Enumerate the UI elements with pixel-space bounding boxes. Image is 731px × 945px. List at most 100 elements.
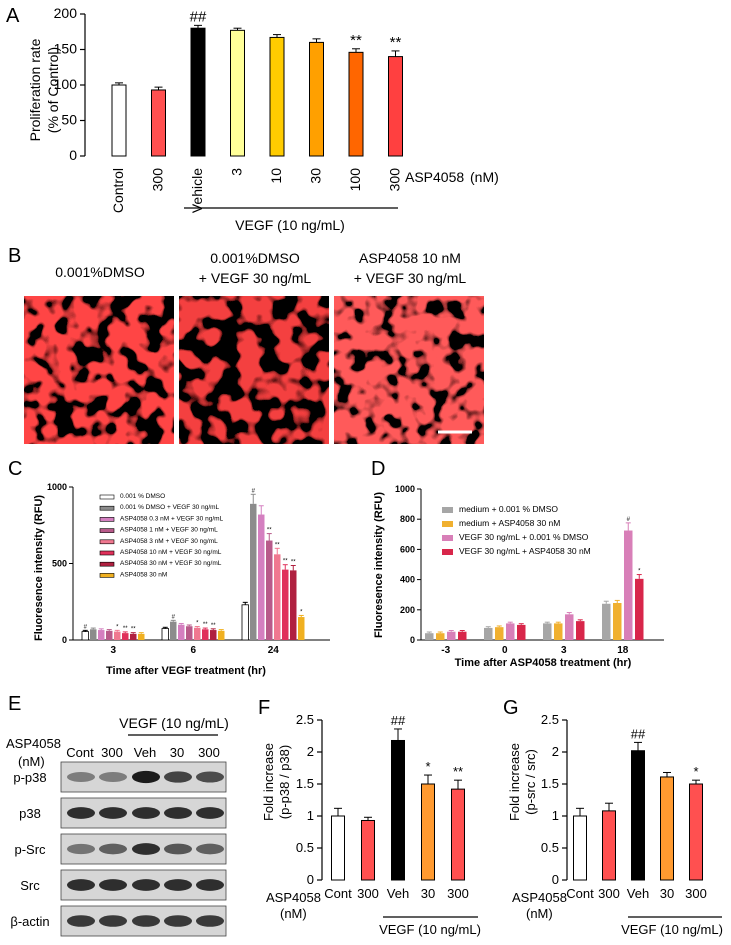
panel-d-bars: -3 0 3 # * 18 (425, 517, 644, 656)
c-legend-label: ASP4058 30 nM (120, 571, 167, 578)
panel-a-compound-label: ASP4058 (405, 169, 464, 185)
e-band (67, 772, 95, 782)
a-significance-mark: ## (190, 8, 207, 25)
c-legend-label: 0.001 % DMSO (120, 493, 165, 500)
d-bar (543, 623, 552, 640)
c-bar (122, 633, 129, 640)
d-legend-label: medium + ASP4058 30 nM (459, 518, 560, 528)
panel-g-ylabel-line1: Fold increase (507, 743, 522, 821)
c-significance-mark: # (252, 488, 256, 494)
panel-f-ylabel-line1: Fold increase (261, 743, 276, 821)
d-bar (425, 633, 434, 640)
c-bar (218, 630, 225, 640)
d-legend-label: VEGF 30 ng/mL + ASP4058 30 nM (459, 546, 591, 556)
c-significance-mark: ** (267, 528, 272, 534)
panel-b-caption-3-line1: ASP4058 10 nM (359, 250, 461, 266)
e-band (164, 771, 192, 783)
c-significance-mark: ** (203, 622, 208, 628)
panel-a-group-label: VEGF (10 ng/mL) (235, 217, 345, 233)
micrograph-dmso (24, 296, 174, 444)
panel-c-bars: # * ** **3#* ** **6#****** ***24 (81, 488, 305, 656)
d-y-tick-label: 400 (400, 575, 415, 585)
c-legend-swatch (99, 505, 115, 511)
g-y-tick-label: 0.5 (541, 840, 559, 855)
a-y-tick-label: 200 (54, 5, 78, 21)
e-band (196, 771, 224, 783)
c-category-label: 6 (190, 645, 196, 656)
c-y-tick-label: 500 (52, 559, 67, 569)
panel-b-caption-2-line1: 0.001%DMSO (210, 250, 300, 266)
g-bar (689, 783, 703, 881)
e-lane-label: 300 (101, 745, 123, 760)
c-bar (90, 629, 97, 640)
a-bar (111, 84, 127, 157)
g-y-tick-label: 1.5 (541, 776, 559, 791)
panel-c-ylabel: Fluoresence intensity (RFU) (33, 495, 45, 641)
g-y-tick-label: 0 (552, 872, 559, 887)
e-band (99, 879, 127, 891)
e-band (196, 843, 224, 855)
e-band (196, 879, 224, 891)
e-row-label: p38 (19, 806, 41, 821)
g-significance-mark: ## (631, 726, 646, 741)
f-significance-mark: * (425, 759, 430, 774)
f-bar (451, 788, 465, 881)
c-legend-label: 0.001 % DMSO + VEGF 30 ng/mL (120, 504, 220, 511)
e-band (132, 807, 160, 819)
e-lane-label: Veh (134, 745, 156, 760)
c-significance-mark: ** (283, 559, 288, 565)
c-significance-mark: # (84, 624, 88, 630)
a-category-label: 100 (347, 168, 363, 192)
c-category-label: 24 (268, 645, 280, 656)
c-legend-swatch (99, 528, 115, 533)
a-category-label: Vehicle (189, 168, 205, 213)
a-significance-mark: ** (390, 34, 402, 51)
panel-e-lane-labels: Cont 300 Veh 30 300 (66, 745, 220, 760)
d-bar (554, 623, 563, 640)
c-legend-swatch (99, 494, 115, 500)
a-y-tick-label: 50 (61, 112, 77, 128)
d-bar (506, 623, 515, 640)
c-legend-label: ASP4058 3 nM + VEGF 30 ng/mL (120, 538, 218, 545)
c-significance-mark: ** (131, 627, 136, 633)
a-bar (151, 89, 166, 157)
e-band (196, 807, 224, 819)
a-y-tick-label: 150 (54, 41, 78, 57)
panel-f-unit-label: (nM) (280, 906, 307, 921)
c-significance-mark: ** (123, 626, 128, 632)
d-significance-mark: # (627, 517, 631, 523)
g-bar (660, 776, 674, 881)
c-bar (138, 633, 145, 640)
panel-letter-d: D (371, 458, 385, 480)
f-category-label: 30 (421, 886, 435, 901)
d-legend-label: medium + 0.001 % DMSO (459, 504, 558, 514)
c-legend-swatch (99, 539, 115, 545)
c-bar (194, 627, 201, 640)
c-bar (114, 631, 121, 640)
panel-e-blots: p-p38 p38 p-Src Src β-actin (10, 761, 227, 937)
e-row-label: p-Src (14, 842, 46, 857)
g-bar (602, 810, 616, 881)
d-category-label: 18 (617, 645, 629, 656)
panel-b-caption-2-line2: + VEGF 30 ng/mL (199, 270, 312, 286)
panel-f-ylabel-line2: (p-p38 / p38) (277, 745, 292, 819)
d-bar (624, 530, 633, 640)
g-y-tick-label: 1 (552, 808, 559, 823)
panel-g-ylabel-line2: (p-src / src) (523, 749, 538, 815)
f-significance-mark: ## (391, 713, 406, 728)
c-bar (130, 633, 137, 640)
f-y-tick-label: 2.5 (296, 712, 314, 727)
panel-e-group-label: VEGF (10 ng/mL) (119, 715, 229, 731)
d-bar (495, 627, 504, 640)
f-y-tick-label: 2 (307, 744, 314, 759)
c-bar (161, 628, 169, 641)
panel-c-xlabel: Time after VEGF treatment (hr) (106, 665, 266, 677)
panel-g-bars: Cont 300 ## Veh 30 * 300 (566, 726, 707, 901)
f-bar (391, 739, 405, 881)
e-band (67, 915, 95, 927)
g-significance-mark: * (693, 764, 698, 779)
panel-e-compound-label: ASP4058 (6, 736, 61, 751)
c-significance-mark: ** (211, 623, 216, 629)
c-bar (282, 569, 289, 640)
d-category-label: -3 (441, 645, 450, 656)
